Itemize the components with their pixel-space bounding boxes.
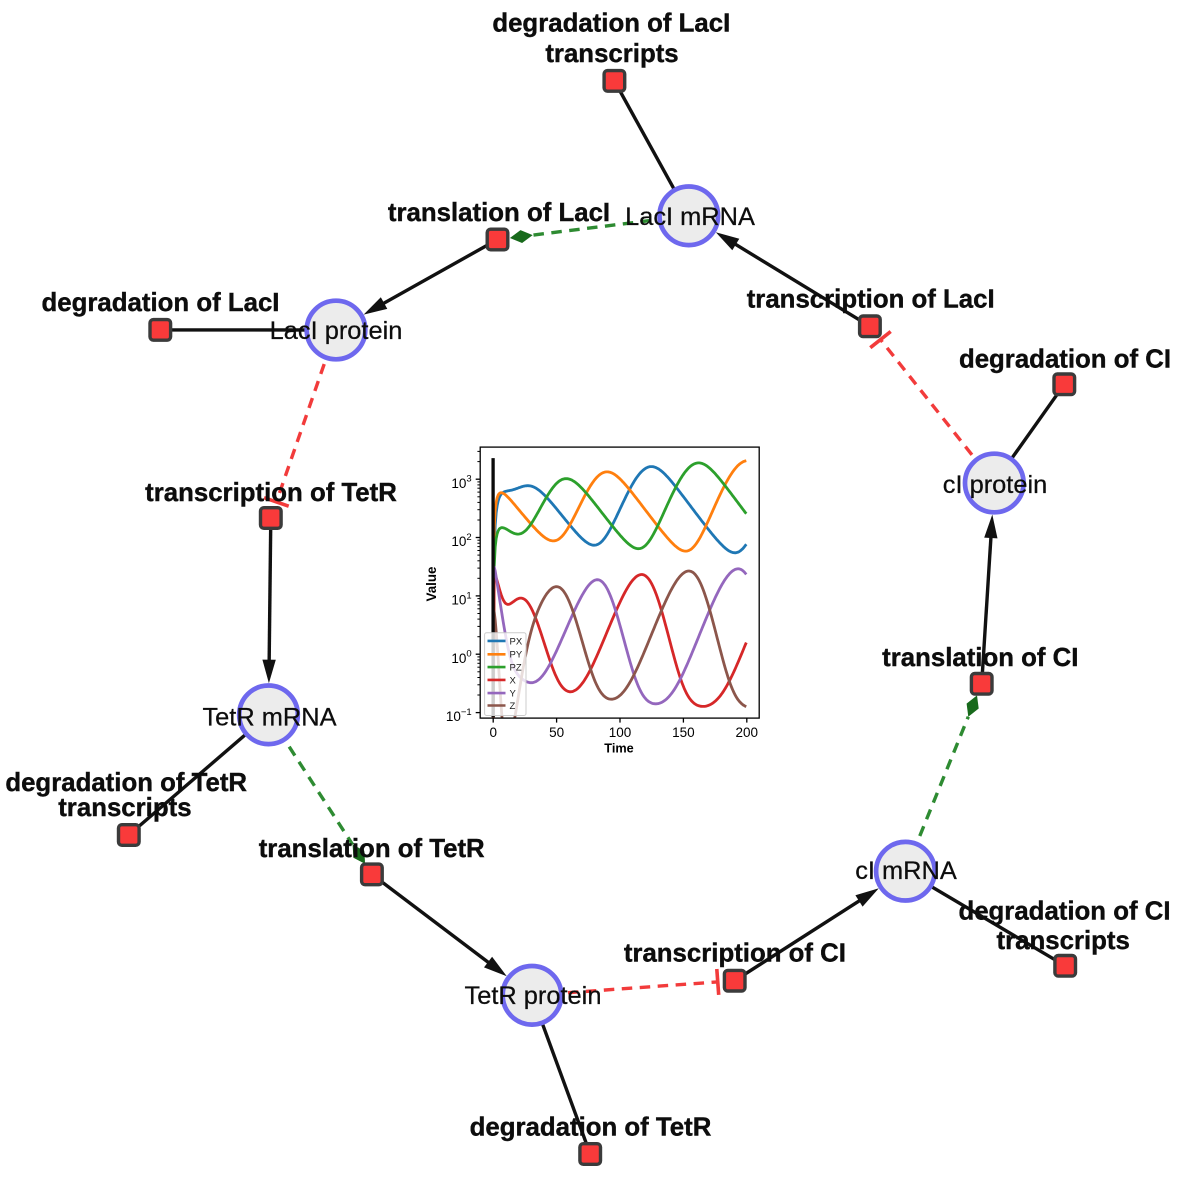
svg-text:PX: PX (510, 636, 523, 647)
svg-text:degradation of LacI: degradation of LacI (42, 289, 280, 317)
svg-text:transcripts: transcripts (58, 794, 191, 822)
svg-text:LacI protein: LacI protein (270, 317, 403, 345)
svg-text:degradation of CI: degradation of CI (959, 346, 1171, 374)
svg-text:PZ: PZ (510, 663, 522, 674)
svg-text:translation of TetR: translation of TetR (259, 835, 485, 863)
svg-text:degradation of TetR: degradation of TetR (5, 769, 247, 797)
svg-text:PY: PY (510, 650, 523, 661)
svg-text:degradation of TetR: degradation of TetR (470, 1114, 712, 1142)
svg-text:Y: Y (510, 689, 517, 700)
svg-text:degradation of CI: degradation of CI (958, 898, 1170, 926)
svg-text:100: 100 (609, 725, 632, 740)
svg-text:Z: Z (510, 701, 516, 712)
svg-text:X: X (510, 675, 517, 686)
svg-text:Value: Value (424, 567, 439, 602)
svg-text:transcription of CI: transcription of CI (624, 940, 846, 968)
svg-text:transcripts: transcripts (545, 40, 678, 68)
svg-text:cI mRNA: cI mRNA (855, 857, 957, 885)
svg-text:150: 150 (672, 725, 695, 740)
svg-text:200: 200 (736, 725, 759, 740)
svg-text:0: 0 (489, 725, 497, 740)
svg-text:50: 50 (549, 725, 564, 740)
svg-text:translation of CI: translation of CI (882, 644, 1078, 672)
svg-text:Time: Time (604, 742, 633, 756)
svg-text:transcripts: transcripts (997, 927, 1130, 955)
svg-text:cI protein: cI protein (943, 471, 1047, 499)
svg-text:TetR mRNA: TetR mRNA (202, 704, 336, 732)
svg-text:LacI mRNA: LacI mRNA (625, 203, 755, 231)
svg-text:transcription of TetR: transcription of TetR (145, 479, 397, 507)
svg-text:degradation of LacI: degradation of LacI (492, 9, 730, 37)
svg-text:transcription of LacI: transcription of LacI (747, 286, 995, 314)
svg-text:TetR protein: TetR protein (465, 982, 602, 1010)
svg-text:translation of LacI: translation of LacI (388, 199, 610, 227)
